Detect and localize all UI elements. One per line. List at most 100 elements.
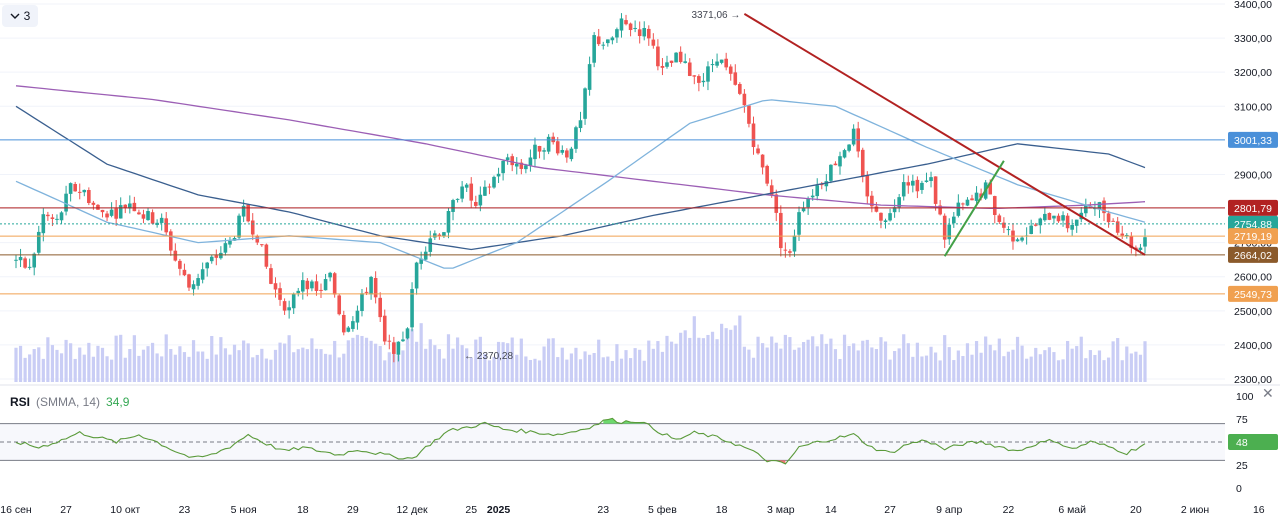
volume-bar: [64, 339, 68, 382]
volume-bar: [783, 334, 787, 382]
volume-bar: [578, 359, 583, 382]
rsi-name: RSI: [10, 395, 31, 409]
volume-bar: [724, 328, 728, 382]
price-axis-label: 3100,00: [1234, 101, 1272, 113]
volume-bar: [369, 340, 373, 382]
ma-long-line: [15, 85, 1146, 210]
candle-body: [396, 341, 401, 355]
rsi-axis-label: 100: [1236, 391, 1254, 403]
volume-bar: [870, 347, 874, 382]
volume-bar: [651, 348, 655, 382]
volume-bar: [924, 355, 929, 382]
rsi-value: 34,9: [106, 395, 130, 409]
volume-bar: [342, 353, 346, 382]
candle-body: [332, 273, 337, 295]
volume-bar: [469, 357, 473, 382]
candle-body: [1097, 202, 1102, 210]
volume-bar: [1052, 352, 1056, 382]
volume-bar: [947, 347, 951, 382]
volume-bar: [760, 343, 765, 382]
time-axis-label: 18: [716, 504, 728, 516]
candle-body: [646, 28, 651, 39]
volume-bar: [720, 323, 724, 382]
volume-bar: [305, 349, 309, 382]
candle-body: [610, 37, 615, 41]
time-axis-label: 25: [465, 504, 477, 516]
candle-body: [451, 200, 455, 212]
candle-body: [73, 183, 77, 192]
close-icon[interactable]: ✕: [1262, 385, 1274, 401]
candle-body: [574, 127, 578, 149]
volume-bar: [251, 357, 255, 382]
volume-bar: [943, 335, 947, 382]
volume-bar: [196, 351, 200, 382]
volume-bar: [874, 349, 879, 382]
time-axis-label: 10 окт: [110, 504, 140, 516]
candle-body: [1115, 221, 1120, 233]
candle-body: [851, 128, 856, 145]
volume-bar: [451, 348, 455, 382]
candle-body: [951, 216, 956, 224]
candle-body: [250, 220, 255, 235]
candle-body: [59, 212, 64, 221]
candle-body: [1052, 215, 1056, 219]
price-axis-label: 2600,00: [1234, 272, 1272, 284]
candle-body: [473, 202, 478, 206]
candle-body: [956, 202, 961, 216]
candle-body: [27, 266, 32, 268]
candle-body: [364, 291, 369, 293]
rsi-line: [15, 417, 1146, 465]
volume-bar: [583, 351, 587, 382]
volume-bar: [565, 359, 569, 382]
candle-body: [874, 206, 879, 212]
rsi-legend[interactable]: RSI (SMMA, 14) 34,9: [10, 395, 129, 409]
candle-body: [633, 27, 637, 29]
volume-bar: [961, 356, 965, 382]
candle-body: [1138, 247, 1143, 250]
volume-bar: [346, 340, 350, 382]
volume-bar: [264, 358, 268, 382]
candle-body: [779, 212, 783, 249]
volume-bar: [1102, 360, 1106, 382]
candle-body: [810, 195, 815, 198]
volume-bar: [110, 359, 114, 382]
candle-body: [437, 234, 442, 237]
price-axis-label: 2300,00: [1234, 374, 1272, 386]
volume-bar: [1038, 354, 1042, 382]
time-axis-label: 23: [179, 504, 191, 516]
collapse-indicators-button[interactable]: 3: [2, 5, 38, 27]
volume-bar: [483, 353, 487, 382]
candle-body: [565, 150, 569, 158]
volume-bar: [424, 348, 428, 382]
candle-body: [433, 233, 437, 238]
candle-body: [401, 339, 405, 342]
volume-bar: [32, 349, 36, 382]
volume-bar: [660, 351, 665, 382]
candle-body: [492, 176, 496, 188]
volume-bar: [255, 354, 259, 382]
candle-body: [405, 328, 410, 339]
volume-bar: [1138, 354, 1143, 382]
candle-body: [109, 209, 114, 216]
candle-body: [979, 193, 983, 198]
candle-body: [96, 204, 100, 210]
candle-body: [829, 164, 833, 181]
volume-bar: [383, 360, 387, 382]
candle-body: [128, 203, 132, 209]
volume-bar: [647, 340, 651, 382]
volume-bar: [210, 335, 214, 382]
candle-body: [337, 295, 342, 315]
volume-bar: [628, 358, 633, 382]
volume-bar: [710, 331, 715, 382]
candle-body: [182, 269, 187, 276]
volume-bar: [465, 348, 469, 382]
candle-body: [528, 157, 533, 166]
volume-bar: [897, 348, 901, 382]
volume-bar: [201, 351, 205, 382]
indicator-count: 3: [23, 9, 31, 23]
candle-body: [870, 195, 874, 207]
volume-bar: [69, 343, 73, 382]
price-badge-label: 2754,88: [1234, 219, 1272, 231]
time-axis-label: 2025: [487, 504, 511, 516]
